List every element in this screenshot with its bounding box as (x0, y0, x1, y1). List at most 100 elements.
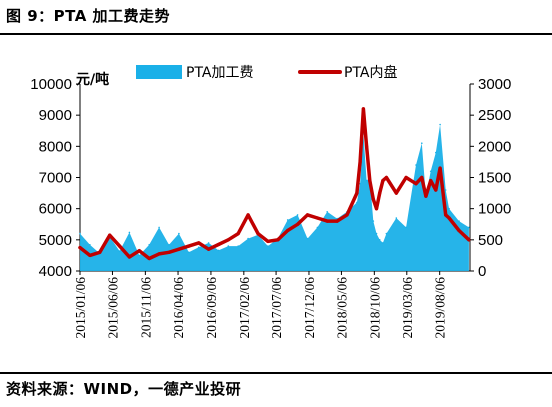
price-point (467, 238, 471, 242)
processing-fee-point (128, 231, 131, 234)
processing-fee-point (429, 170, 432, 173)
left-axis-ticks: 4000 5000 6000 7000 8000 9000 10000 (30, 76, 80, 280)
x-tick-label: 2018/10/06 (367, 277, 382, 339)
left-tick-label: 9000 (39, 107, 72, 124)
processing-fee-point (237, 245, 239, 247)
price-point (325, 219, 329, 223)
price-point (361, 107, 365, 111)
unit-label: 元/吨 (76, 71, 109, 88)
price-point (378, 191, 382, 195)
price-point (296, 222, 300, 226)
price-point (394, 191, 398, 195)
processing-fee-point (197, 246, 200, 249)
price-point (447, 216, 451, 220)
left-tick-label: 10000 (30, 76, 72, 93)
processing-fee-point (168, 244, 170, 246)
price-point (381, 179, 385, 183)
price-point (167, 250, 171, 254)
x-axis-ticks: 2015/01/06 2015/06/06 2015/11/06 2016/04/06… (73, 271, 448, 339)
processing-fee-point (448, 207, 450, 210)
processing-fee-point (207, 242, 210, 244)
price-point (305, 213, 310, 217)
price-line-layer (78, 107, 471, 261)
processing-fee-point (306, 237, 309, 240)
x-tick-label: 2016/04/06 (171, 277, 186, 339)
price-point (384, 175, 388, 180)
price-point (236, 232, 240, 236)
price-point (266, 239, 270, 243)
price-point (429, 179, 433, 183)
price-point (246, 213, 250, 217)
processing-fee-point (158, 226, 160, 229)
processing-fee-area (80, 124, 469, 271)
processing-fee-point (247, 237, 249, 240)
legend: PTA加工费 PTA内盘 (136, 64, 397, 81)
left-tick-label: 6000 (39, 201, 72, 218)
price-point (355, 191, 359, 195)
x-tick-label: 2017/02/06 (237, 277, 252, 339)
left-tick-label: 8000 (39, 138, 72, 155)
processing-fee-point (375, 232, 378, 235)
processing-fee-point (267, 245, 269, 247)
legend-swatch-processing-fee (136, 65, 182, 79)
price-point (404, 175, 408, 180)
price-point (335, 219, 339, 223)
processing-fee-point (138, 254, 141, 257)
x-tick-label: 2019/08/06 (433, 277, 448, 339)
price-point (98, 250, 102, 254)
right-tick-label: 1500 (478, 170, 511, 187)
x-tick-label: 2016/09/06 (204, 277, 219, 339)
price-point (345, 213, 349, 217)
x-tick-label: 2015/01/06 (73, 277, 88, 339)
price-point (365, 144, 369, 148)
figure-title: 图 9：PTA 加工费走势 (6, 7, 171, 25)
legend-label-processing-fee: PTA加工费 (186, 65, 253, 81)
processing-fee-point (372, 220, 375, 222)
price-point (147, 256, 151, 261)
processing-fee-point (435, 151, 437, 154)
processing-fee-point (79, 232, 81, 235)
right-tick-label: 0 (478, 263, 486, 280)
processing-fee-point (439, 123, 441, 126)
processing-fee-point (458, 220, 460, 222)
x-tick-label: 2019/03/06 (400, 277, 415, 339)
price-point (197, 241, 201, 245)
legend-label-price: PTA内盘 (344, 64, 397, 81)
processing-fee-point (356, 201, 358, 204)
processing-fee-point (365, 179, 368, 182)
price-point (438, 166, 442, 170)
processing-fee-point (444, 189, 447, 191)
x-tick-label: 2015/11/06 (138, 277, 153, 338)
price-point (127, 255, 131, 259)
right-tick-label: 2000 (478, 138, 511, 155)
top-rule (0, 33, 552, 35)
price-point (216, 242, 221, 247)
processing-fee-point (405, 226, 407, 229)
processing-fee-point (395, 217, 398, 219)
price-point (137, 249, 141, 253)
price-point (434, 188, 438, 192)
price-point (371, 197, 375, 201)
right-tick-label: 500 (478, 232, 503, 249)
price-point (358, 160, 362, 164)
price-point (157, 252, 161, 256)
x-tick-label: 2017/07/06 (269, 277, 284, 339)
processing-fee-point (326, 211, 329, 213)
right-tick-label: 1000 (478, 201, 511, 218)
chart: 4000 5000 6000 7000 8000 9000 10000 0 500 1000 15… (30, 64, 511, 339)
price-point (256, 232, 260, 236)
price-point (108, 233, 112, 237)
processing-fee-point (178, 232, 180, 235)
source-note: 资料来源：WIND，一德产业投研 (6, 380, 242, 398)
price-point (207, 247, 211, 251)
processing-fee-point (118, 250, 121, 252)
left-tick-label: 4000 (39, 263, 72, 280)
x-tick-label: 2017/12/06 (302, 277, 317, 339)
processing-fee-point (421, 142, 423, 144)
price-point (177, 247, 181, 251)
processing-fee-point (89, 244, 91, 246)
price-point (88, 253, 92, 257)
price-point (368, 179, 372, 183)
x-tick-label: 2015/06/06 (105, 277, 120, 339)
processing-fee-point (188, 251, 190, 254)
